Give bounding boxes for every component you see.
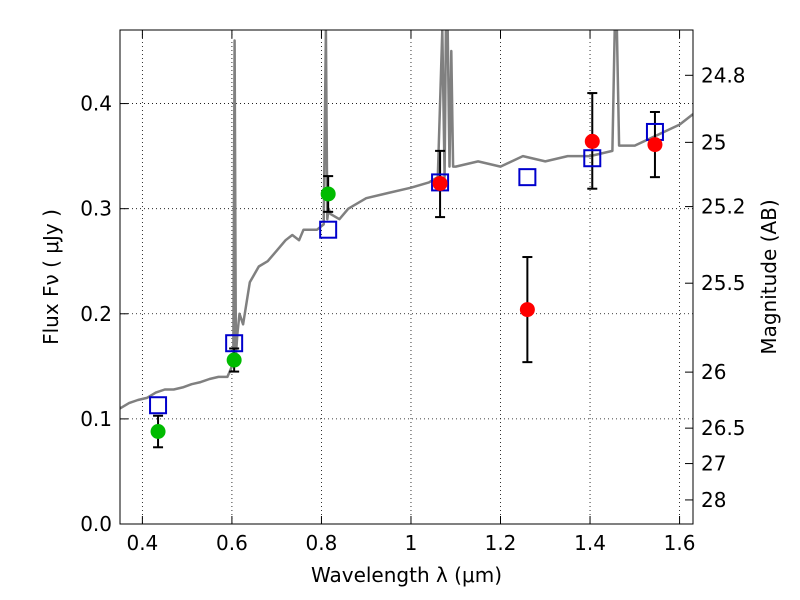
model-spectrum-line — [120, 30, 693, 410]
x-tick-label: 1.2 — [485, 531, 517, 555]
y-axis-label: Flux Fν ( μJy ) — [39, 209, 63, 345]
x-tick-label: 1.6 — [664, 531, 696, 555]
right-tick-label: 27 — [701, 452, 726, 476]
model-photometry-square — [319, 220, 338, 239]
y-tick-label: 0.4 — [80, 92, 112, 116]
model-photometry-square — [583, 149, 602, 168]
plot-area — [120, 30, 693, 449]
y-tick-label: 0.2 — [80, 302, 112, 326]
x-axis-label: Wavelength λ (μm) — [311, 563, 502, 587]
model-photometry-square — [225, 334, 244, 353]
axis-ticks: 0.4 0.6 0.8 1 1.2 1.4 1.6 0.0 0.1 0.2 0.3 0.4 24.8 25… — [80, 30, 746, 555]
right-tick-label: 25 — [701, 130, 726, 154]
observed-flux-point — [320, 186, 336, 202]
x-tick-label: 1.4 — [574, 531, 606, 555]
right-tick-label: 25.2 — [701, 195, 746, 219]
right-tick-label: 24.8 — [701, 63, 746, 87]
observed-flux-point — [584, 133, 600, 149]
right-axis-label: Magnitude (AB) — [757, 199, 781, 354]
observed-flux-point — [150, 424, 166, 440]
observed-flux-point — [519, 302, 535, 318]
x-tick-label: 1 — [405, 531, 418, 555]
observed-flux-point — [647, 137, 663, 153]
grid-lines — [120, 30, 693, 525]
y-tick-label: 0.3 — [80, 197, 112, 221]
right-tick-label: 25.5 — [701, 271, 746, 295]
x-tick-label: 0.6 — [216, 531, 248, 555]
model-photometry-square — [518, 168, 537, 187]
x-tick-label: 0.4 — [126, 531, 158, 555]
y-tick-label: 0.0 — [80, 512, 112, 536]
model-photometry-square — [149, 396, 168, 415]
y-tick-label: 0.1 — [80, 407, 112, 431]
right-tick-label: 26.5 — [701, 416, 746, 440]
right-tick-label: 28 — [701, 488, 726, 512]
x-tick-label: 0.8 — [306, 531, 338, 555]
plot-frame — [119, 29, 694, 525]
right-tick-label: 26 — [701, 360, 726, 384]
observed-flux-point — [226, 352, 242, 368]
observed-flux-point — [432, 175, 448, 191]
